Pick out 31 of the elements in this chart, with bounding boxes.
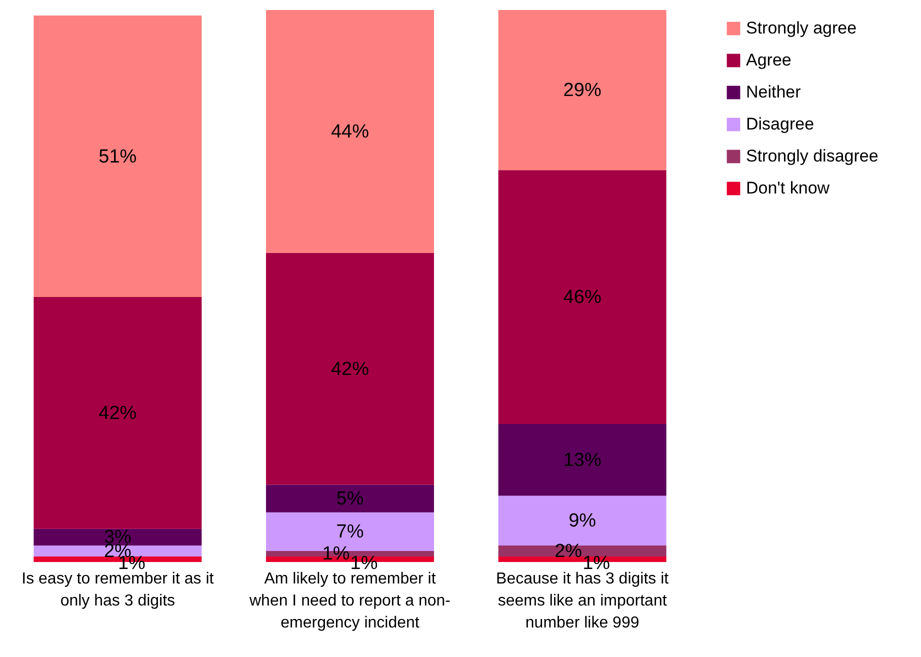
x-tick-label: Is easy to remember it as it only has 3 digits (22, 570, 214, 610)
bar (498, 424, 666, 496)
data-label: 2% (554, 540, 582, 562)
legend-label: Disagree (746, 114, 814, 134)
data-label: 51% (98, 146, 137, 168)
data-label: 44% (330, 121, 370, 142)
legend-label: Strongly agree (746, 18, 857, 38)
bar (266, 484, 434, 512)
data-label: 46% (563, 287, 602, 308)
legend-label: Don't know (746, 178, 830, 198)
legend-label: Strongly disagree (746, 146, 878, 166)
bar (498, 545, 666, 556)
data-label: 5% (336, 488, 364, 510)
bar (266, 252, 434, 485)
bar (498, 170, 666, 424)
data-label: 13% (563, 450, 602, 471)
data-label: 42% (330, 358, 370, 380)
data-label: 7% (336, 522, 364, 543)
bar (34, 297, 202, 529)
bar (498, 10, 666, 170)
legend-label: Agree (746, 50, 792, 70)
bar (34, 16, 202, 298)
bar (34, 528, 202, 546)
data-label: 29% (563, 80, 602, 102)
data-label: 9% (568, 510, 596, 532)
x-tick-label: Because it has 3 digits it seems like an important number like 999 (496, 570, 670, 632)
x-tick-label: Am likely to remember it when I need to report a non-emergency incident (248, 570, 451, 632)
bar (266, 10, 434, 253)
data-label: 42% (98, 402, 137, 424)
bar (498, 496, 666, 546)
legend-label: Neither (746, 82, 802, 102)
